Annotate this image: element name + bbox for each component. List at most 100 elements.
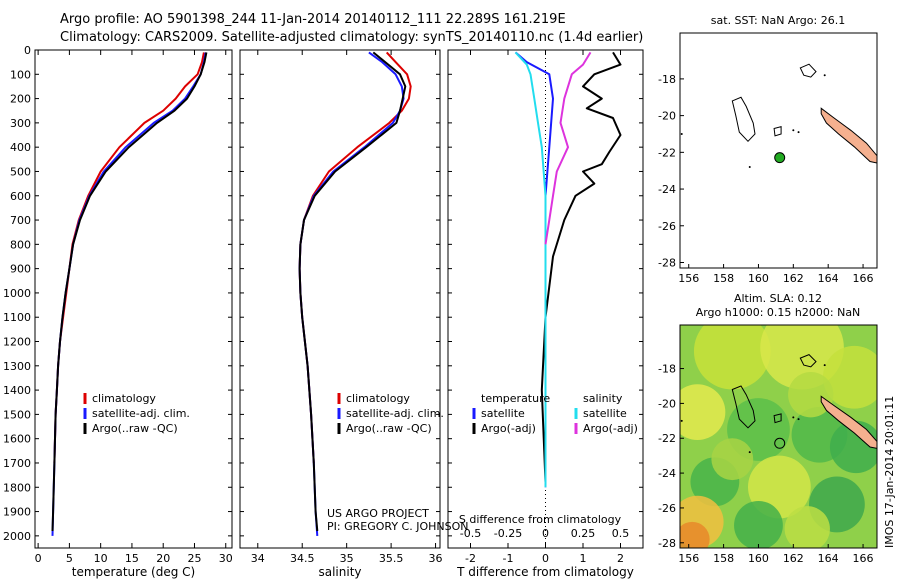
- temp-xtick-label: 30: [219, 552, 233, 565]
- sla-map-ytick-label: -22: [658, 432, 676, 445]
- header-line-1: Argo profile: AO 5901398_244 11-Jan-2014…: [60, 12, 566, 27]
- sla-float-marker: [774, 437, 786, 449]
- diff-s-tick-label: -0.25: [494, 527, 522, 540]
- sst-map-xtick-label: 160: [748, 272, 769, 285]
- sla-field-blob: [734, 500, 783, 548]
- map-layer: [679, 32, 878, 549]
- depth-tick-label: 300: [10, 117, 31, 130]
- sst-island-dot: [797, 131, 800, 134]
- diff-legend-s-satellite-label: satellite: [583, 407, 627, 420]
- sal-xlabel: salinity: [318, 565, 361, 579]
- temp-legend-satellite-label: satellite-adj. clim.: [92, 407, 190, 420]
- sla-island-dot: [797, 418, 800, 421]
- sst-map-title: sat. SST: NaN Argo: 26.1: [711, 14, 845, 27]
- diff-line-sal_argo: [544, 51, 592, 245]
- depth-tick-label: 100: [10, 68, 31, 81]
- sla-field-blob: [784, 506, 830, 548]
- sst-map-content: [680, 63, 877, 169]
- sla-field-blob: [788, 372, 834, 418]
- depth-tick-label: 1600: [3, 433, 31, 446]
- depth-tick-label: 1400: [3, 384, 31, 397]
- sla-reef-outline: [731, 385, 756, 429]
- diff-line-sal_satellite: [514, 51, 547, 488]
- sla-map-xtick-label: 162: [783, 552, 804, 565]
- diff-s-tick-label: 0.25: [571, 527, 596, 540]
- diff-legend-t-satellite-label: satellite: [481, 407, 525, 420]
- temp-series-group: [51, 52, 208, 536]
- diff-legend-title-temperature: temperature: [481, 392, 550, 405]
- temp-xtick-label: 0: [35, 552, 42, 565]
- depth-tick-label: 200: [10, 93, 31, 106]
- sla-map-ytick-label: -20: [658, 397, 676, 410]
- temp-xtick-label: 5: [66, 552, 73, 565]
- sst-map-ytick-label: -26: [658, 220, 676, 233]
- sst-reef-outline: [799, 63, 817, 78]
- sal-legend-satellite-label: satellite-adj. clim.: [346, 407, 444, 420]
- imos-stamp: IMOS 17-Jan-2014 20:01:11: [883, 396, 896, 548]
- sal-xtick-label: 36: [429, 552, 443, 565]
- diff-xlabel: T difference from climatology: [456, 565, 634, 579]
- diff-series-group: [514, 51, 622, 488]
- sst-new-caledonia-land: [820, 107, 877, 164]
- sst-map-ytick-label: -24: [658, 183, 676, 196]
- diff-xtick-label: 2: [617, 552, 624, 565]
- sal-legend-argo-label: Argo(..raw -QC): [346, 422, 432, 435]
- sal-legend-climatology-label: climatology: [346, 392, 410, 405]
- sla-map-ytick-label: -28: [658, 537, 676, 550]
- sal-xtick-label: 35: [340, 552, 354, 565]
- diff-xtick-label: -2: [465, 552, 476, 565]
- sla-map-xtick-label: 158: [713, 552, 734, 565]
- sla-new-caledonia-land: [820, 395, 877, 449]
- sla-island-dot: [792, 416, 795, 419]
- sla-field-blob: [680, 384, 726, 440]
- diff-xtick-label: 0: [542, 552, 549, 565]
- depth-tick-label: 800: [10, 238, 31, 251]
- sal-series-group: [298, 51, 412, 536]
- sla-map-xtick-label: 160: [748, 552, 769, 565]
- sla-map-ytick-label: -26: [658, 502, 676, 515]
- sst-map-xtick-label: 158: [713, 272, 734, 285]
- depth-tick-label: 400: [10, 141, 31, 154]
- sla-island-dot: [823, 364, 826, 367]
- sst-float-marker: [774, 152, 786, 164]
- sal-line-argo: [298, 51, 407, 532]
- diff-xtick-label: -1: [503, 552, 514, 565]
- sst-island-dot: [680, 132, 683, 135]
- sla-field-blob: [822, 345, 877, 409]
- sst-island-dot: [823, 74, 826, 77]
- sla-reef-outline: [799, 354, 817, 368]
- sal-xtick-label: 34.5: [290, 552, 315, 565]
- depth-tick-label: 1200: [3, 336, 31, 349]
- chart-text: 0 5 10 15 20 25 300100200300400500600700800900…: [3, 14, 896, 579]
- depth-tick-label: 900: [10, 263, 31, 276]
- depth-tick-label: 1100: [3, 311, 31, 324]
- depth-tick-label: 0: [24, 44, 31, 57]
- pi-label: PI: GREGORY C. JOHNSON: [327, 520, 468, 533]
- sst-map-xtick-label: 162: [783, 272, 804, 285]
- sst-map-ytick-label: -18: [658, 73, 676, 86]
- temp-line-satellite: [51, 52, 207, 536]
- sst-map-ytick-label: -22: [658, 146, 676, 159]
- sla-map-title-line2: Argo h1000: 0.15 h2000: NaN: [696, 306, 861, 319]
- diff-legend-title-salinity: salinity: [583, 392, 623, 405]
- header-line-2: Climatology: CARS2009. Satellite-adjuste…: [60, 30, 644, 45]
- sst-reef-outline: [731, 96, 756, 143]
- diff-s-tick-label: -0.5: [460, 527, 481, 540]
- sst-map-xtick-label: 164: [818, 272, 839, 285]
- sla-field-blob: [693, 325, 771, 390]
- diff-legend-s-argo-label: Argo(-adj): [583, 422, 638, 435]
- depth-tick-label: 600: [10, 190, 31, 203]
- diff-s-tick-label: 0: [542, 527, 549, 540]
- sla-island-dot: [680, 419, 683, 422]
- sla-map-content: [680, 354, 877, 454]
- diff-legend-t-argo-label: Argo(-adj): [481, 422, 536, 435]
- sal-xtick-label: 34: [251, 552, 265, 565]
- sst-reef-outline: [773, 125, 782, 137]
- depth-tick-label: 700: [10, 214, 31, 227]
- sst-island-dot: [748, 166, 751, 169]
- sst-map-frame: [679, 32, 878, 269]
- depth-tick-label: 1000: [3, 287, 31, 300]
- sla-heatmap: [680, 325, 877, 548]
- temp-legend-argo-label: Argo(..raw -QC): [92, 422, 178, 435]
